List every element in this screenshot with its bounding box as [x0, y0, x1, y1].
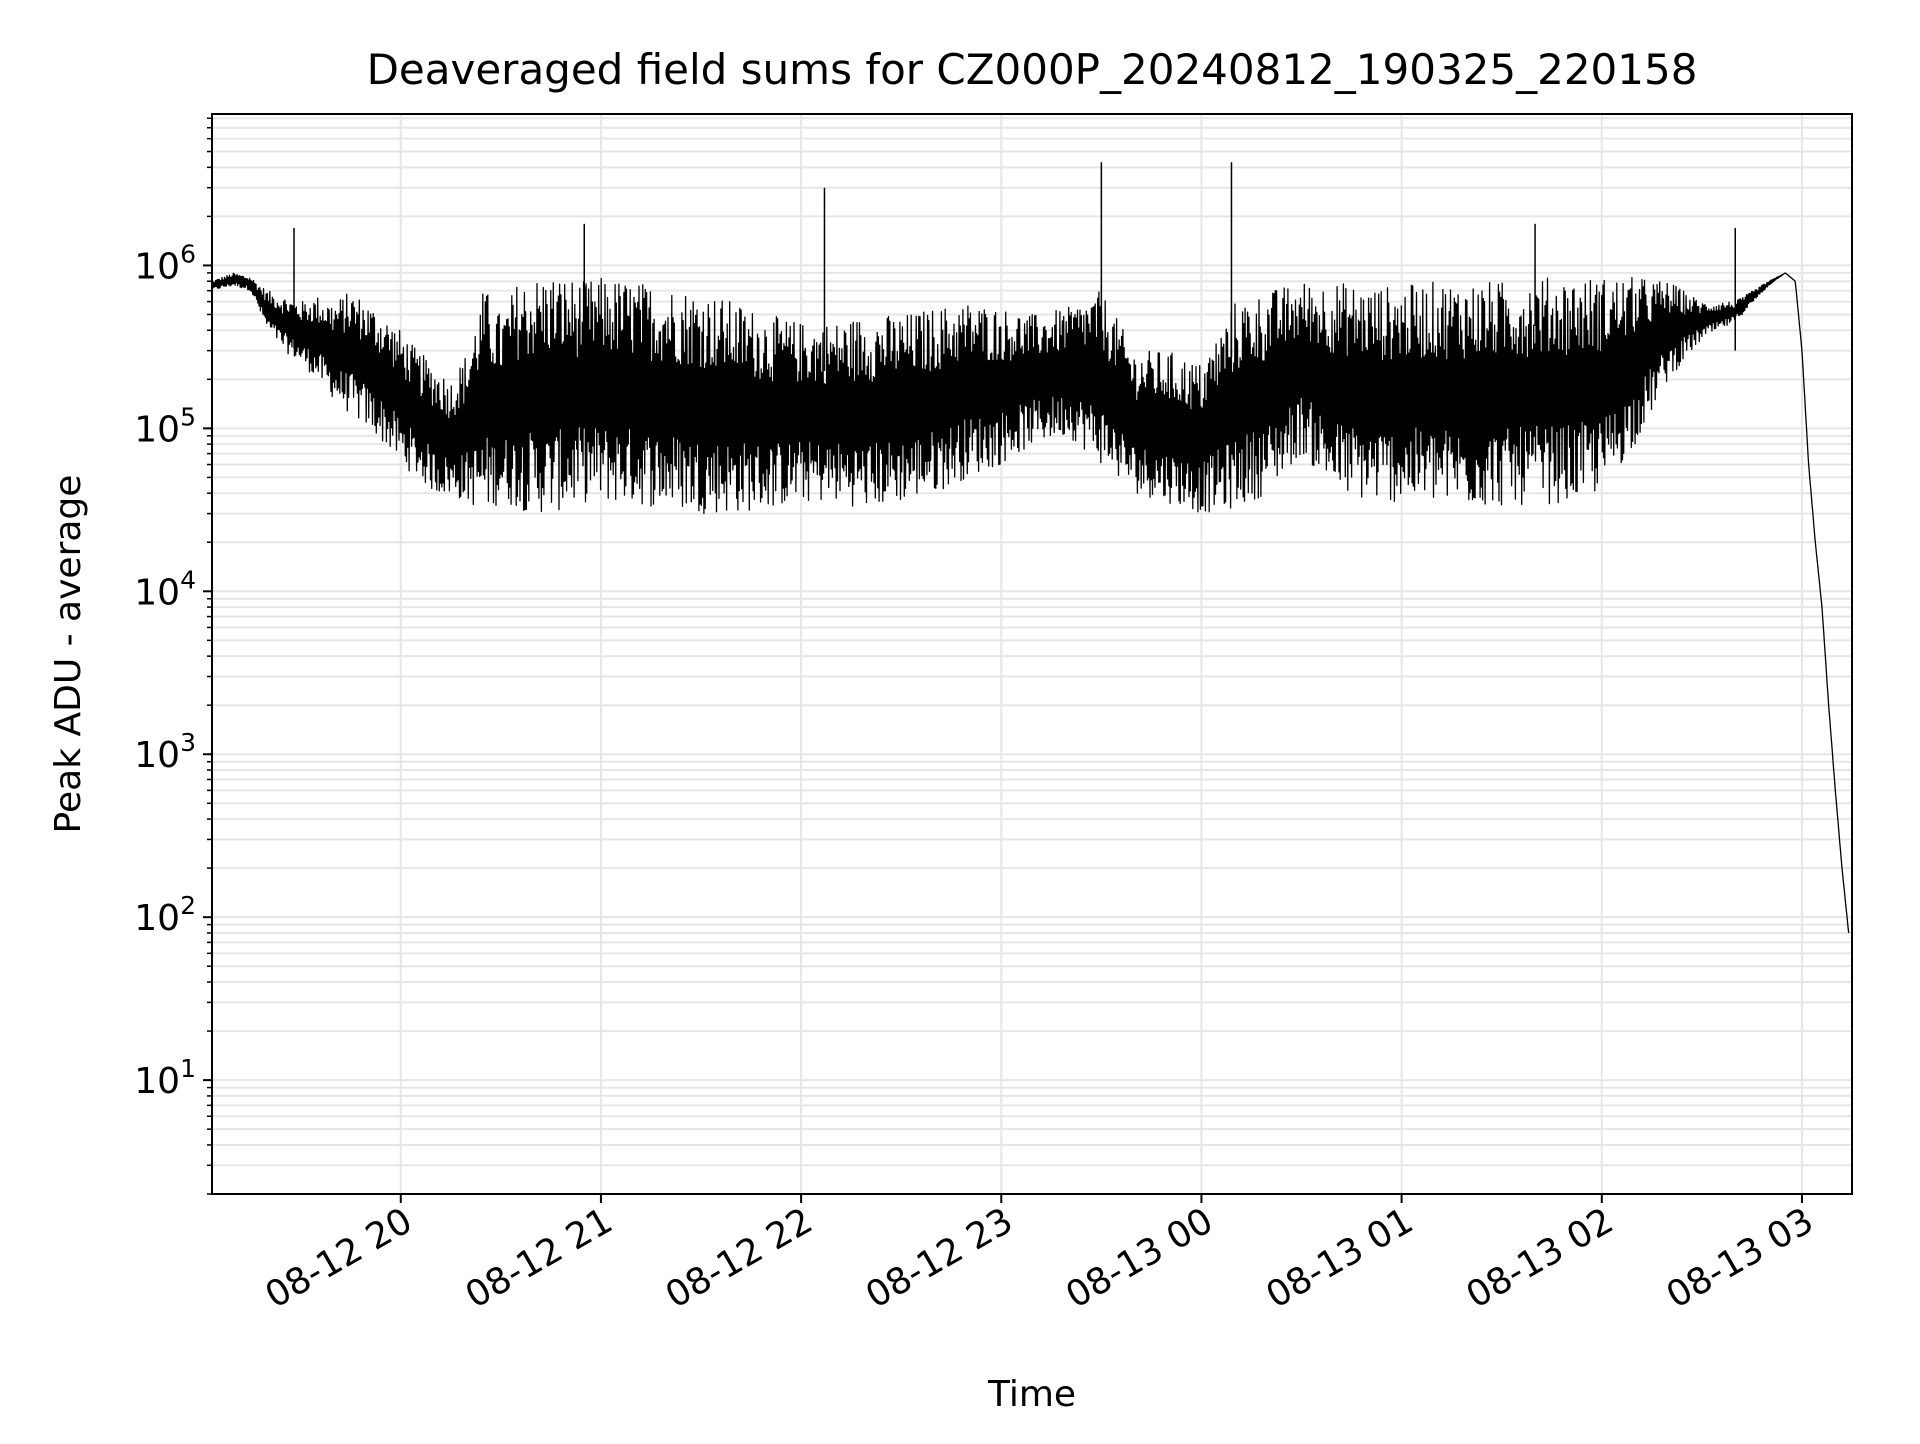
data-layer	[212, 162, 1850, 934]
y-axis-label: Peak ADU - average	[48, 475, 89, 834]
y-tick-label: 105	[134, 402, 196, 450]
series-line	[212, 272, 1850, 934]
plot-frame	[211, 113, 1853, 1195]
x-axis-label: Time	[987, 1374, 1076, 1415]
grid-minor	[212, 117, 1852, 1195]
y-tick-label: 104	[134, 565, 196, 613]
chart-title: Deaveraged field sums for CZ000P_2024081…	[367, 45, 1698, 94]
y-tick-label: 106	[134, 239, 196, 287]
y-tick-label: 101	[134, 1054, 196, 1102]
grid-major	[212, 114, 1852, 1194]
y-tick-label: 102	[134, 891, 196, 939]
y-tick-label: 103	[134, 728, 196, 776]
